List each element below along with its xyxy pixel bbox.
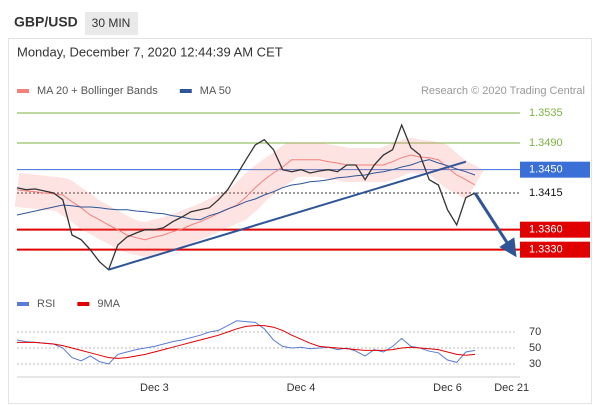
level-label: 1.3330 <box>529 244 563 256</box>
price-line <box>16 123 476 271</box>
legend-label: MA 20 + Bollinger Bands <box>37 85 158 97</box>
legend-swatch <box>17 302 29 306</box>
legend-swatch <box>17 89 29 93</box>
legend-swatch <box>179 89 192 93</box>
level-label: 1.3535 <box>529 107 563 119</box>
x-tick-label: Dec 21 <box>494 382 529 394</box>
legend-swatch <box>77 302 90 306</box>
trend-line <box>108 160 467 271</box>
x-tick-label: Dec 4 <box>287 382 316 394</box>
legend-label: RSI <box>37 298 55 310</box>
legend-label: MA 50 <box>200 85 231 97</box>
y-tick-label: 70 <box>529 326 541 338</box>
level-label: 1.3490 <box>529 137 563 149</box>
timestamp: Monday, December 7, 2020 12:44:39 AM CET <box>17 44 283 59</box>
series-line <box>17 325 476 359</box>
level-label: 1.3450 <box>529 164 563 176</box>
level-label: 1.3360 <box>529 224 563 236</box>
timeframe: 30 MIN <box>92 16 131 30</box>
credit: Research © 2020 Trading Central <box>421 85 585 97</box>
y-tick-label: 50 <box>529 342 541 354</box>
series-line <box>16 320 476 365</box>
timeframe-box <box>85 12 138 35</box>
x-tick-label: Dec 3 <box>140 382 169 394</box>
forecast-arrow <box>473 192 517 258</box>
level-label-box <box>520 241 590 258</box>
level-label: 1.3415 <box>529 187 563 199</box>
level-label-box <box>520 221 590 238</box>
level-label-box <box>520 161 590 178</box>
x-tick-label: Dec 6 <box>433 382 462 394</box>
panel-frame <box>8 38 592 404</box>
series-line <box>16 159 476 221</box>
legend-label: 9MA <box>97 298 120 310</box>
series-line <box>16 154 476 241</box>
symbol: GBP/USD <box>14 14 78 30</box>
y-tick-label: 30 <box>529 358 541 370</box>
